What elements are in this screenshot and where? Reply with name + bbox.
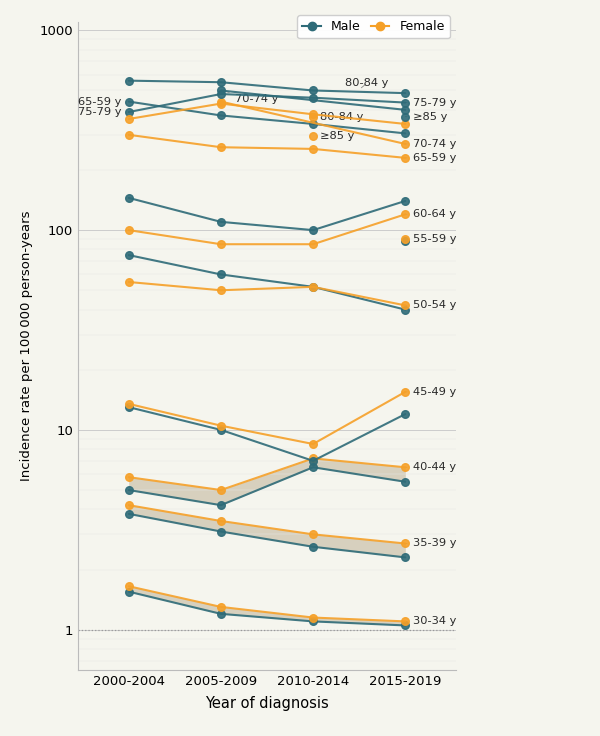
Text: 70-74 y: 70-74 y	[405, 139, 456, 149]
Text: 55-59 y: 55-59 y	[405, 234, 456, 244]
Text: 65-59 y: 65-59 y	[405, 153, 456, 163]
Text: ≥85 y: ≥85 y	[320, 131, 355, 141]
Text: 75-79 y: 75-79 y	[78, 107, 121, 117]
Text: ≥85 y: ≥85 y	[405, 112, 447, 121]
Text: 70-74 y: 70-74 y	[224, 91, 278, 104]
Text: 80-84 y: 80-84 y	[320, 112, 364, 121]
X-axis label: Year of diagnosis: Year of diagnosis	[205, 696, 329, 711]
Text: 75-79 y: 75-79 y	[405, 98, 456, 107]
Legend: Male, Female: Male, Female	[297, 15, 450, 38]
Text: 60-64 y: 60-64 y	[405, 209, 456, 219]
Text: 40-44 y: 40-44 y	[405, 462, 456, 473]
Text: 35-39 y: 35-39 y	[405, 539, 456, 548]
Text: 65-59 y: 65-59 y	[78, 96, 121, 107]
Text: 45-49 y: 45-49 y	[405, 387, 456, 397]
Text: 50-54 y: 50-54 y	[405, 300, 456, 311]
Text: 30-34 y: 30-34 y	[405, 617, 456, 626]
Text: 80-84 y: 80-84 y	[346, 78, 389, 88]
Y-axis label: Incidence rate per 100 000 person-years: Incidence rate per 100 000 person-years	[20, 210, 32, 481]
